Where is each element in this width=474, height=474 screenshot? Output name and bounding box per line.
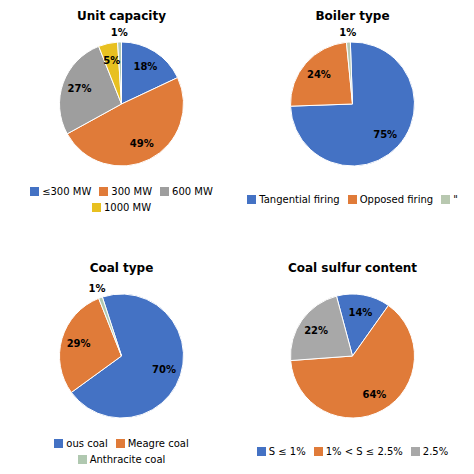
svg-text:22%: 22% (304, 325, 328, 336)
svg-text:75%: 75% (373, 129, 397, 140)
html-text:1% < S ≤ 2.5%: 1% < S ≤ 2.5% (325, 445, 403, 457)
svg-text:5%: 5% (103, 55, 120, 66)
html-text:1000 MW: 1000 MW (103, 201, 152, 213)
svg-text:1%: 1% (111, 27, 128, 38)
svg-text:18%: 18% (133, 61, 157, 72)
html-text:Unit capacity: Unit capacity (77, 9, 166, 23)
html-text:2.5%: 2.5% (422, 445, 449, 457)
html-text:S ≤ 1%: S ≤ 1% (268, 445, 306, 457)
html-text:≤300 MW: ≤300 MW (42, 185, 92, 197)
svg-text:24%: 24% (307, 69, 331, 80)
html-text:600 MW: 600 MW (172, 185, 213, 197)
html-text:Coal type: Coal type (89, 261, 154, 275)
html-text:Opposed firing: Opposed firing (359, 193, 434, 205)
html-text:Coal sulfur content: Coal sulfur content (287, 261, 418, 275)
svg-text:29%: 29% (67, 338, 91, 349)
html-text:Boiler type: Boiler type (315, 9, 390, 23)
svg-text:70%: 70% (152, 364, 176, 375)
svg-text:1%: 1% (339, 27, 356, 38)
svg-text:1%: 1% (89, 283, 106, 294)
html-text:300 MW: 300 MW (111, 185, 153, 197)
html-text:Meagre coal: Meagre coal (127, 437, 189, 449)
html-text:Tangential firing: Tangential firing (259, 193, 340, 205)
svg-text:27%: 27% (68, 83, 92, 94)
svg-text:14%: 14% (348, 307, 372, 318)
html-text:Anthracite coal: Anthracite coal (89, 453, 166, 465)
html-text:ous coal: ous coal (66, 437, 108, 449)
svg-text:64%: 64% (362, 389, 386, 400)
svg-text:49%: 49% (130, 138, 154, 149)
